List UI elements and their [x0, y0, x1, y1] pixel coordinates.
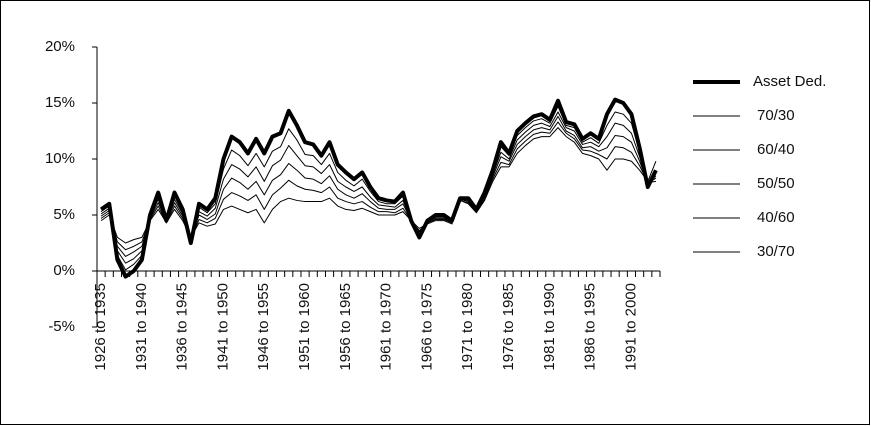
series-line — [100, 127, 657, 244]
x-tick-label: 1956 to 1965 — [337, 283, 354, 371]
legend-label: Asset Ded. — [753, 73, 826, 90]
x-tick-label: 1991 to 2000 — [622, 283, 639, 371]
legend-label: 40/60 — [757, 209, 795, 226]
x-tick-label: 1971 to 1980 — [459, 283, 476, 371]
legend-label: 50/50 — [757, 175, 795, 192]
x-tick-label: 1961 to 1970 — [378, 283, 395, 371]
legend-label: 60/40 — [757, 141, 795, 158]
x-tick-label: 1976 to 1985 — [500, 283, 517, 371]
x-tick-label: 1926 to 1935 — [92, 283, 109, 371]
y-tick-label: 15% — [45, 94, 75, 111]
x-tick-label: 1966 to 1975 — [418, 283, 435, 371]
y-tick-label: 0% — [53, 262, 75, 279]
y-tick-label: 10% — [45, 150, 75, 167]
series-line — [99, 97, 658, 279]
x-tick-label: 1981 to 1990 — [541, 283, 558, 371]
x-tick-label: 1936 to 1945 — [174, 283, 191, 371]
legend-label: 30/70 — [757, 243, 795, 260]
x-tick-label: 1941 to 1950 — [214, 283, 231, 371]
y-tick-label: 5% — [53, 206, 75, 223]
x-tick-label: 1951 to 1960 — [296, 283, 313, 371]
series-line — [100, 105, 657, 271]
x-tick-label: 1946 to 1955 — [255, 283, 272, 371]
x-tick-label: 1931 to 1940 — [133, 283, 150, 371]
legend-label: 70/30 — [757, 107, 795, 124]
x-tick-label: 1986 to 1995 — [582, 283, 599, 371]
y-tick-label: -5% — [48, 318, 75, 335]
y-tick-label: 20% — [45, 38, 75, 55]
